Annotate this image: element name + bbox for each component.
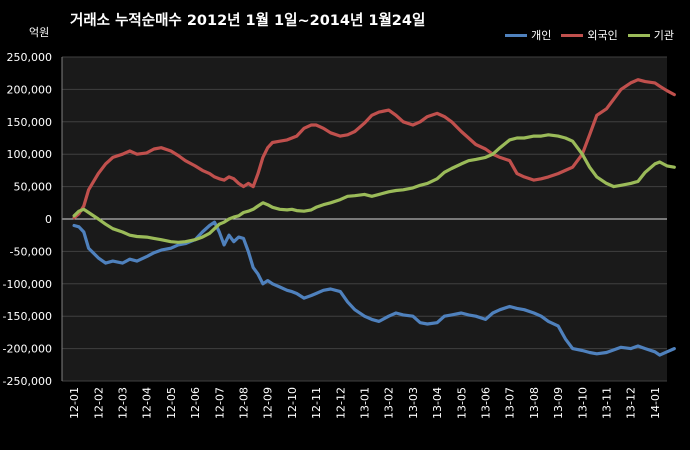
x-tick-label: 13-05 — [455, 387, 468, 419]
y-tick-label: -100,000 — [3, 278, 52, 291]
x-tick-label: 12-07 — [213, 387, 226, 419]
legend-swatch — [561, 33, 584, 37]
x-tick-label: 12-02 — [92, 387, 105, 419]
y-tick-label: -250,000 — [3, 375, 52, 388]
x-tick-label: 12-12 — [334, 387, 347, 419]
x-tick-label: 12-11 — [310, 387, 323, 419]
x-tick-label: 13-01 — [359, 387, 372, 419]
x-tick-label: 13-10 — [576, 387, 589, 419]
legend-item: 외국인 — [561, 27, 618, 43]
legend-label: 기관 — [653, 29, 674, 42]
x-tick-label: 12-09 — [262, 387, 275, 419]
legend: 개인 외국인 기관 — [505, 27, 674, 43]
y-tick-label: 150,000 — [7, 116, 53, 129]
legend-swatch — [505, 33, 528, 37]
x-tick-label: 13-11 — [601, 387, 614, 419]
y-tick-label: -150,000 — [3, 310, 52, 323]
series-line — [72, 220, 676, 357]
y-tick-label: -200,000 — [3, 343, 52, 356]
x-tick-label: 13-06 — [480, 387, 493, 419]
series-line — [72, 78, 676, 220]
legend-label: 개인 — [531, 29, 552, 42]
chart-title: 거래소 누적순매수 2012년 1월 1일~2014년 1월24일 — [70, 13, 426, 29]
x-tick-label: 12-08 — [238, 387, 251, 419]
x-tick-label: 12-01 — [68, 387, 81, 419]
legend-item: 개인 — [505, 27, 551, 43]
x-tick-label: 13-02 — [383, 387, 396, 419]
x-tick-label: 12-03 — [117, 387, 130, 419]
y-tick-label: 0 — [45, 213, 52, 226]
x-tick-label: 12-06 — [189, 387, 202, 419]
y-tick-label: -50,000 — [10, 245, 52, 258]
x-tick-label: 13-03 — [407, 387, 420, 419]
x-tick-label: 13-08 — [528, 387, 541, 419]
y-axis-unit: 억원 — [29, 26, 50, 39]
x-tick-label: 14-01 — [649, 387, 662, 419]
x-tick-label: 13-12 — [625, 387, 638, 419]
y-tick-label: 250,000 — [7, 51, 53, 64]
x-tick-label: 13-07 — [504, 387, 517, 419]
x-tick-label: 12-04 — [141, 387, 154, 419]
legend-item: 기관 — [627, 27, 674, 43]
series-line — [72, 133, 676, 244]
y-tick-label: 50,000 — [14, 181, 53, 194]
x-tick-label: 13-09 — [552, 387, 565, 419]
legend-swatch — [627, 33, 650, 37]
y-tick-label: 200,000 — [7, 83, 53, 96]
legend-label: 외국인 — [587, 29, 618, 42]
x-tick-label: 12-10 — [286, 387, 299, 419]
x-tick-label: 13-04 — [431, 387, 444, 419]
y-tick-label: 100,000 — [7, 148, 53, 161]
x-tick-label: 12-05 — [165, 387, 178, 419]
